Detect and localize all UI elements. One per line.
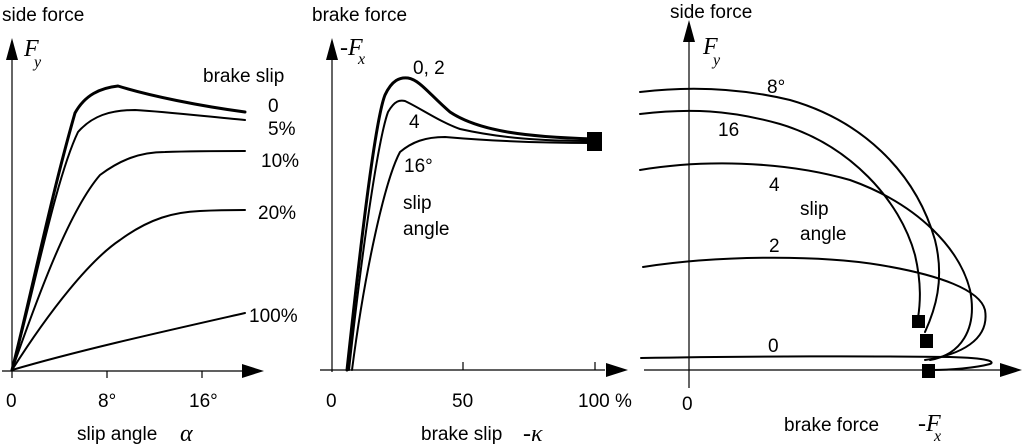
y-axis-arrow-icon (6, 38, 18, 60)
panel-right: side force F y 0 brake force -F x 8° 16 … (639, 2, 1022, 445)
x-sub-right: x (933, 428, 941, 445)
y-axis-arrow-icon (683, 20, 695, 42)
locked-wheel-marker-icon (920, 334, 933, 348)
curve-right-8 (639, 87, 941, 333)
panel-middle: brake force -F x 0 50 100 % brake slip -… (312, 5, 632, 445)
curve-label-0: 0 (268, 96, 279, 117)
locked-wheel-marker-icon (922, 364, 935, 378)
x-tick-0: 0 (6, 391, 17, 412)
x-tick-0-middle: 0 (326, 391, 337, 412)
x-tick-100: 100 % (578, 391, 632, 412)
curve-label-4: 4 (409, 112, 420, 133)
y-sub-middle: x (357, 51, 365, 68)
legend-title: brake slip (203, 66, 284, 87)
x-tick-50: 50 (452, 391, 473, 412)
locked-wheel-marker-icon (912, 315, 925, 328)
y-title-middle: brake force (312, 5, 407, 26)
x-tick-8: 8° (98, 391, 116, 412)
curve-label-0-right: 0 (768, 336, 779, 357)
curve-label-2-right: 2 (769, 236, 780, 257)
curve-slip-5 (11, 109, 246, 371)
x-axis-arrow-icon (606, 363, 628, 377)
y-axis-arrow-icon (326, 38, 338, 60)
y-symbol-left: F (23, 36, 39, 62)
curve-label-0-2: 0, 2 (413, 58, 445, 79)
curve-slip-0 (10, 84, 247, 372)
curve-label-8: 8° (767, 77, 785, 98)
y-title-right: side force (670, 2, 752, 23)
x-axis-arrow-icon (242, 364, 264, 378)
curve-label-10: 10% (261, 151, 299, 172)
y-symbol-middle: -F (340, 35, 363, 61)
curve-right-0 (640, 355, 993, 371)
panel-left: side force F y 0 8° 16° slip angle α bra… (2, 5, 299, 445)
x-label-left: slip angle (77, 424, 157, 445)
curve-right-4 (639, 162, 973, 361)
y-title-left: side force (2, 5, 84, 26)
curve-slip-20 (11, 209, 246, 371)
curve-angle-0-2 (345, 76, 595, 372)
x-symbol-middle: -κ (523, 421, 543, 445)
param-label-angle-right: angle (800, 224, 847, 245)
x-tick-0-right: 0 (682, 394, 693, 415)
y-sub-right: y (711, 52, 721, 69)
x-symbol-right: -F (918, 411, 941, 437)
curve-label-16: 16° (404, 156, 433, 177)
locked-wheel-marker-icon (587, 132, 602, 151)
y-sub-left: y (32, 54, 42, 71)
param-label-slip: slip (403, 193, 432, 214)
curve-angle-4 (348, 99, 594, 371)
curve-slip-10 (11, 150, 246, 371)
curve-angle-16 (351, 136, 594, 371)
x-tick-16: 16° (189, 391, 218, 412)
x-symbol-left: α (180, 421, 193, 445)
curve-slip-100 (11, 312, 246, 371)
y-symbol-right: F (702, 34, 718, 60)
x-label-middle: brake slip (421, 424, 502, 445)
x-axis-arrow-icon (1000, 363, 1022, 377)
curve-label-5: 5% (268, 119, 296, 140)
curve-label-100: 100% (249, 306, 298, 327)
param-label-slip-right: slip (800, 199, 829, 220)
param-label-angle: angle (403, 219, 450, 240)
curve-label-20: 20% (258, 203, 296, 224)
curve-right-16 (639, 109, 921, 319)
curve-label-4-right: 4 (769, 175, 780, 196)
curve-label-16-right: 16 (718, 120, 739, 141)
curve-right-2 (642, 256, 987, 361)
x-label-right: brake force (784, 415, 879, 436)
